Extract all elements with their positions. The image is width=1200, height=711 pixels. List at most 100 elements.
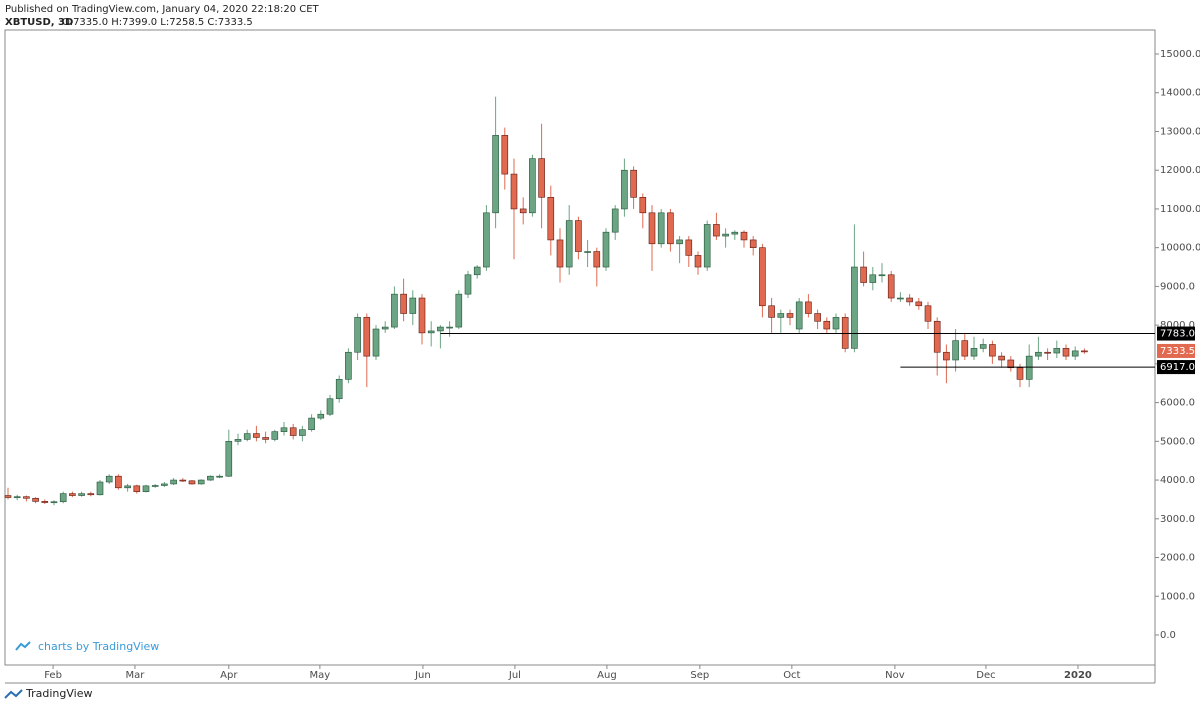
x-tick-label: Mar bbox=[126, 670, 146, 681]
candle-body bbox=[372, 328, 380, 357]
candle-body bbox=[823, 320, 831, 330]
footer-logo bbox=[4, 689, 23, 699]
candle-body bbox=[170, 479, 177, 485]
candle-body bbox=[897, 297, 904, 300]
candle-body bbox=[179, 479, 187, 482]
watermark-logo bbox=[15, 641, 31, 651]
candle-body bbox=[133, 485, 141, 492]
y-tick-label: 2000.0 bbox=[1160, 553, 1195, 564]
candle-body bbox=[1016, 367, 1024, 380]
candle-body bbox=[115, 475, 122, 489]
x-tick-label: Feb bbox=[44, 670, 62, 681]
candle-body bbox=[188, 480, 196, 485]
y-tick-label: 8000.0 bbox=[1160, 320, 1195, 331]
candle-body bbox=[427, 330, 435, 334]
candle-body bbox=[630, 169, 637, 198]
candle-body bbox=[23, 496, 30, 499]
price-label: 6917.0 bbox=[1160, 362, 1195, 373]
candle-body bbox=[713, 224, 720, 237]
candle-body bbox=[777, 313, 785, 318]
price-label-bg bbox=[1157, 360, 1195, 375]
candle-body bbox=[483, 212, 490, 268]
candle-body bbox=[1035, 351, 1042, 357]
candle-body bbox=[354, 317, 361, 353]
candle-body bbox=[749, 239, 757, 248]
candle-body bbox=[326, 398, 334, 415]
symbol: XBTUSD, 3D bbox=[5, 17, 73, 28]
candle-body bbox=[308, 417, 315, 431]
candle-body bbox=[225, 441, 233, 477]
x-tick-label: Dec bbox=[976, 670, 995, 681]
candle-body bbox=[197, 479, 205, 485]
candle-body bbox=[565, 220, 573, 268]
candle-body bbox=[437, 326, 444, 332]
y-tick-label: 3000.0 bbox=[1160, 514, 1195, 525]
candle-body bbox=[317, 413, 325, 419]
candle-body bbox=[887, 274, 895, 299]
candle-body bbox=[685, 239, 693, 256]
candle-body bbox=[1025, 355, 1033, 380]
candle-body bbox=[851, 266, 858, 349]
candle-body bbox=[952, 340, 959, 361]
candle-body bbox=[69, 493, 76, 496]
y-tick-label: 6000.0 bbox=[1160, 398, 1195, 409]
price-label: 7783.0 bbox=[1160, 329, 1195, 340]
candle-body bbox=[979, 344, 987, 349]
candle-body bbox=[243, 433, 251, 440]
price-label-bg bbox=[1157, 326, 1195, 341]
candle-body bbox=[473, 266, 481, 276]
candle-body bbox=[1062, 348, 1070, 357]
candle-body bbox=[832, 317, 840, 330]
candle-body bbox=[87, 493, 95, 496]
candle-body bbox=[4, 495, 12, 498]
last-price-label: 7333.5 bbox=[1160, 346, 1195, 357]
candle-body bbox=[501, 135, 509, 175]
last-price-bg bbox=[1157, 343, 1195, 358]
y-tick-label: 13000.0 bbox=[1160, 126, 1200, 137]
candle-body bbox=[151, 485, 159, 487]
y-tick-label: 4000.0 bbox=[1160, 475, 1195, 486]
candle-body bbox=[1071, 350, 1079, 357]
candle-body bbox=[860, 266, 867, 283]
candle-body bbox=[271, 431, 279, 440]
candle-body bbox=[667, 212, 674, 245]
candle-body bbox=[78, 493, 85, 496]
candle-body bbox=[519, 208, 527, 214]
candle-body bbox=[1007, 359, 1015, 369]
candle-body bbox=[878, 274, 886, 277]
candle-body bbox=[538, 158, 545, 198]
candle-body bbox=[96, 481, 104, 496]
candle-body bbox=[381, 326, 389, 330]
ohlc-legend: O:7335.0 H:7399.0 L:7258.5 C:7333.5 bbox=[62, 17, 253, 28]
candle-body bbox=[694, 255, 702, 268]
candle-body bbox=[1081, 350, 1088, 353]
candle-body bbox=[409, 297, 417, 314]
candle-body bbox=[262, 437, 269, 440]
candle-body bbox=[464, 274, 472, 295]
candle-body bbox=[915, 301, 923, 307]
candle-body bbox=[841, 317, 849, 349]
candle-body bbox=[161, 483, 168, 486]
candle-body bbox=[998, 355, 1005, 361]
candle-body bbox=[345, 351, 352, 380]
plot-frame bbox=[4, 29, 1156, 666]
candle-body bbox=[869, 274, 877, 283]
candle-body bbox=[740, 231, 748, 241]
candle-body bbox=[363, 317, 371, 357]
x-tick-label: Nov bbox=[885, 670, 905, 681]
y-tick-label: 0.0 bbox=[1160, 630, 1176, 641]
candle-body bbox=[50, 501, 58, 504]
candle-body bbox=[299, 429, 306, 436]
candle-body bbox=[906, 297, 913, 303]
y-tick-label: 11000.0 bbox=[1160, 204, 1200, 215]
candle-body bbox=[593, 251, 601, 268]
y-tick-label: 1000.0 bbox=[1160, 591, 1195, 602]
candle-body bbox=[280, 427, 288, 432]
x-tick-label: Aug bbox=[597, 670, 617, 681]
candle-body bbox=[786, 313, 794, 318]
candle-body bbox=[648, 212, 656, 245]
candle-body bbox=[105, 475, 113, 483]
candle-body bbox=[722, 233, 729, 237]
candle-body bbox=[621, 169, 628, 210]
